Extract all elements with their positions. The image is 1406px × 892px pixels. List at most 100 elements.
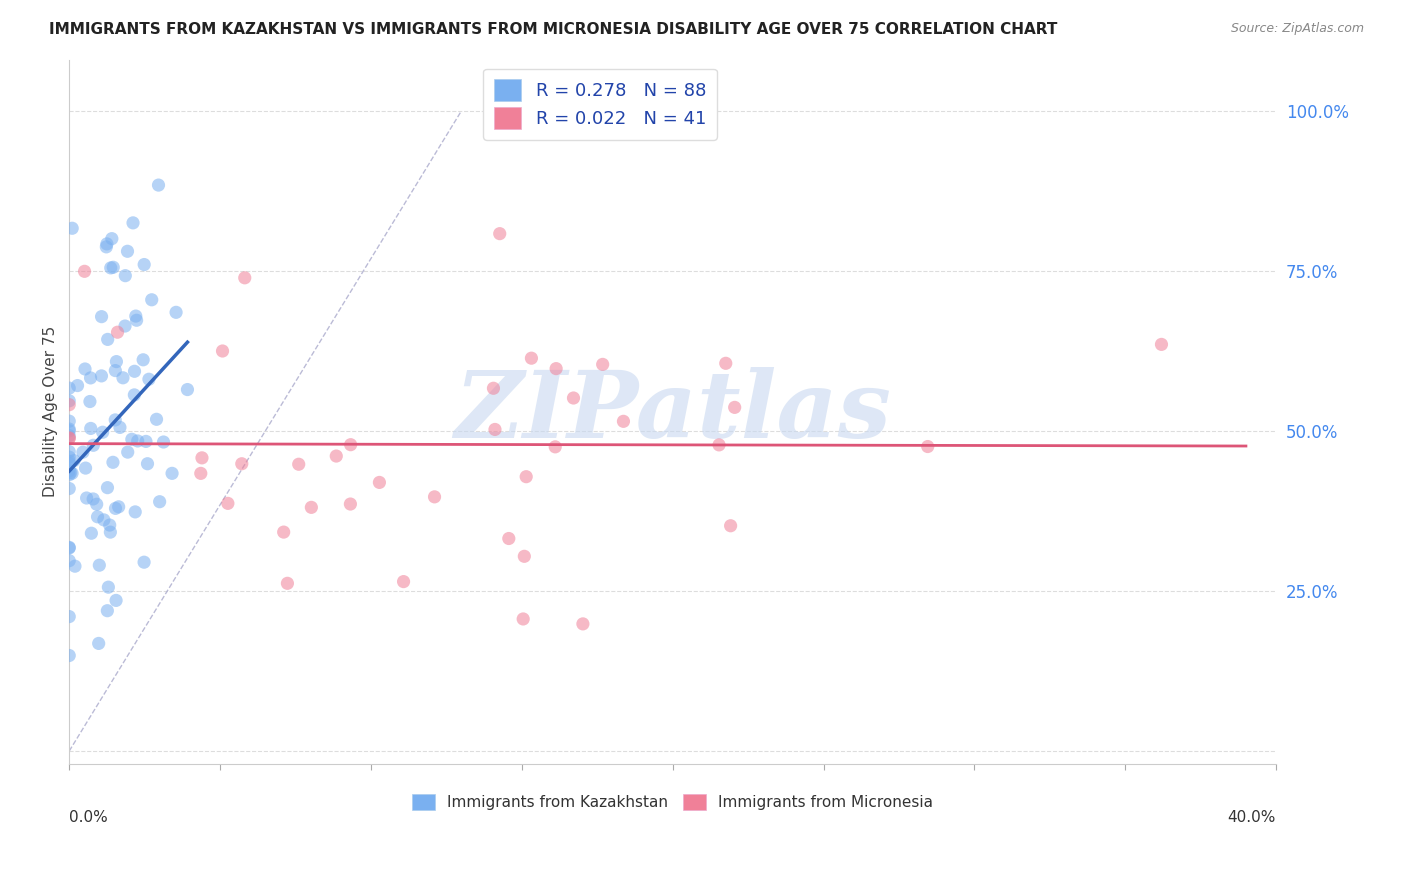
Point — [714, 356, 737, 370]
Point — [58, 482, 80, 496]
Point — [105, 593, 128, 607]
Point — [87, 636, 110, 650]
Point — [58, 432, 80, 446]
Point — [114, 318, 136, 333]
Point — [152, 435, 174, 450]
Point — [233, 270, 256, 285]
Point — [93, 513, 115, 527]
Text: Source: ZipAtlas.com: Source: ZipAtlas.com — [1230, 22, 1364, 36]
Point — [58, 414, 80, 428]
Point — [58, 454, 80, 468]
Point — [512, 612, 534, 626]
Point — [105, 354, 128, 368]
Point — [111, 371, 134, 385]
Point — [134, 258, 156, 272]
Point — [124, 505, 146, 519]
Point — [592, 358, 614, 372]
Point — [325, 449, 347, 463]
Point — [58, 393, 80, 408]
Point — [141, 293, 163, 307]
Point — [60, 221, 83, 235]
Point — [58, 609, 80, 624]
Point — [127, 434, 149, 448]
Point — [136, 457, 159, 471]
Point — [104, 501, 127, 516]
Point — [104, 363, 127, 377]
Point — [58, 467, 80, 482]
Point — [117, 244, 139, 259]
Point — [707, 438, 730, 452]
Point — [58, 422, 80, 436]
Point — [125, 313, 148, 327]
Point — [276, 576, 298, 591]
Legend: Immigrants from Kazakhstan, Immigrants from Micronesia: Immigrants from Kazakhstan, Immigrants f… — [406, 788, 939, 816]
Point — [190, 467, 212, 481]
Point — [513, 549, 536, 564]
Point — [124, 364, 146, 378]
Point — [58, 381, 80, 395]
Point — [217, 496, 239, 510]
Point — [58, 398, 80, 412]
Point — [101, 232, 124, 246]
Point — [546, 361, 568, 376]
Point — [60, 467, 83, 481]
Point — [82, 438, 104, 452]
Text: ZIPatlas: ZIPatlas — [454, 367, 891, 457]
Point — [107, 500, 129, 514]
Point — [96, 604, 118, 618]
Point — [97, 580, 120, 594]
Point — [562, 391, 585, 405]
Point — [66, 378, 89, 392]
Point — [98, 518, 121, 533]
Point — [96, 240, 118, 254]
Point — [339, 497, 361, 511]
Point — [720, 518, 742, 533]
Point — [488, 227, 510, 241]
Point — [58, 450, 80, 464]
Point — [58, 444, 80, 458]
Point — [135, 434, 157, 449]
Point — [498, 532, 520, 546]
Point — [90, 368, 112, 383]
Point — [75, 461, 97, 475]
Point — [58, 464, 80, 478]
Point — [273, 525, 295, 540]
Point — [299, 500, 322, 515]
Point — [80, 526, 103, 541]
Point — [58, 541, 80, 555]
Point — [76, 491, 98, 505]
Point — [125, 309, 148, 323]
Point — [114, 268, 136, 283]
Point — [63, 559, 86, 574]
Point — [148, 178, 170, 192]
Point — [122, 216, 145, 230]
Point — [121, 432, 143, 446]
Point — [82, 491, 104, 506]
Point — [160, 467, 183, 481]
Point — [572, 616, 595, 631]
Point — [145, 412, 167, 426]
Point — [231, 457, 253, 471]
Point — [96, 481, 118, 495]
Point — [104, 413, 127, 427]
Point — [79, 394, 101, 409]
Point — [58, 428, 80, 442]
Point — [63, 453, 86, 467]
Point — [58, 431, 80, 445]
Point — [724, 401, 747, 415]
Y-axis label: Disability Age Over 75: Disability Age Over 75 — [44, 326, 58, 498]
Point — [72, 445, 94, 459]
Point — [97, 332, 120, 346]
Point — [59, 466, 82, 480]
Point — [287, 457, 309, 471]
Point — [86, 497, 108, 511]
Point — [132, 352, 155, 367]
Point — [423, 490, 446, 504]
Point — [138, 372, 160, 386]
Point — [58, 541, 80, 555]
Point — [149, 494, 172, 508]
Point — [107, 325, 129, 339]
Point — [482, 381, 505, 395]
Point — [176, 383, 198, 397]
Point — [100, 260, 122, 275]
